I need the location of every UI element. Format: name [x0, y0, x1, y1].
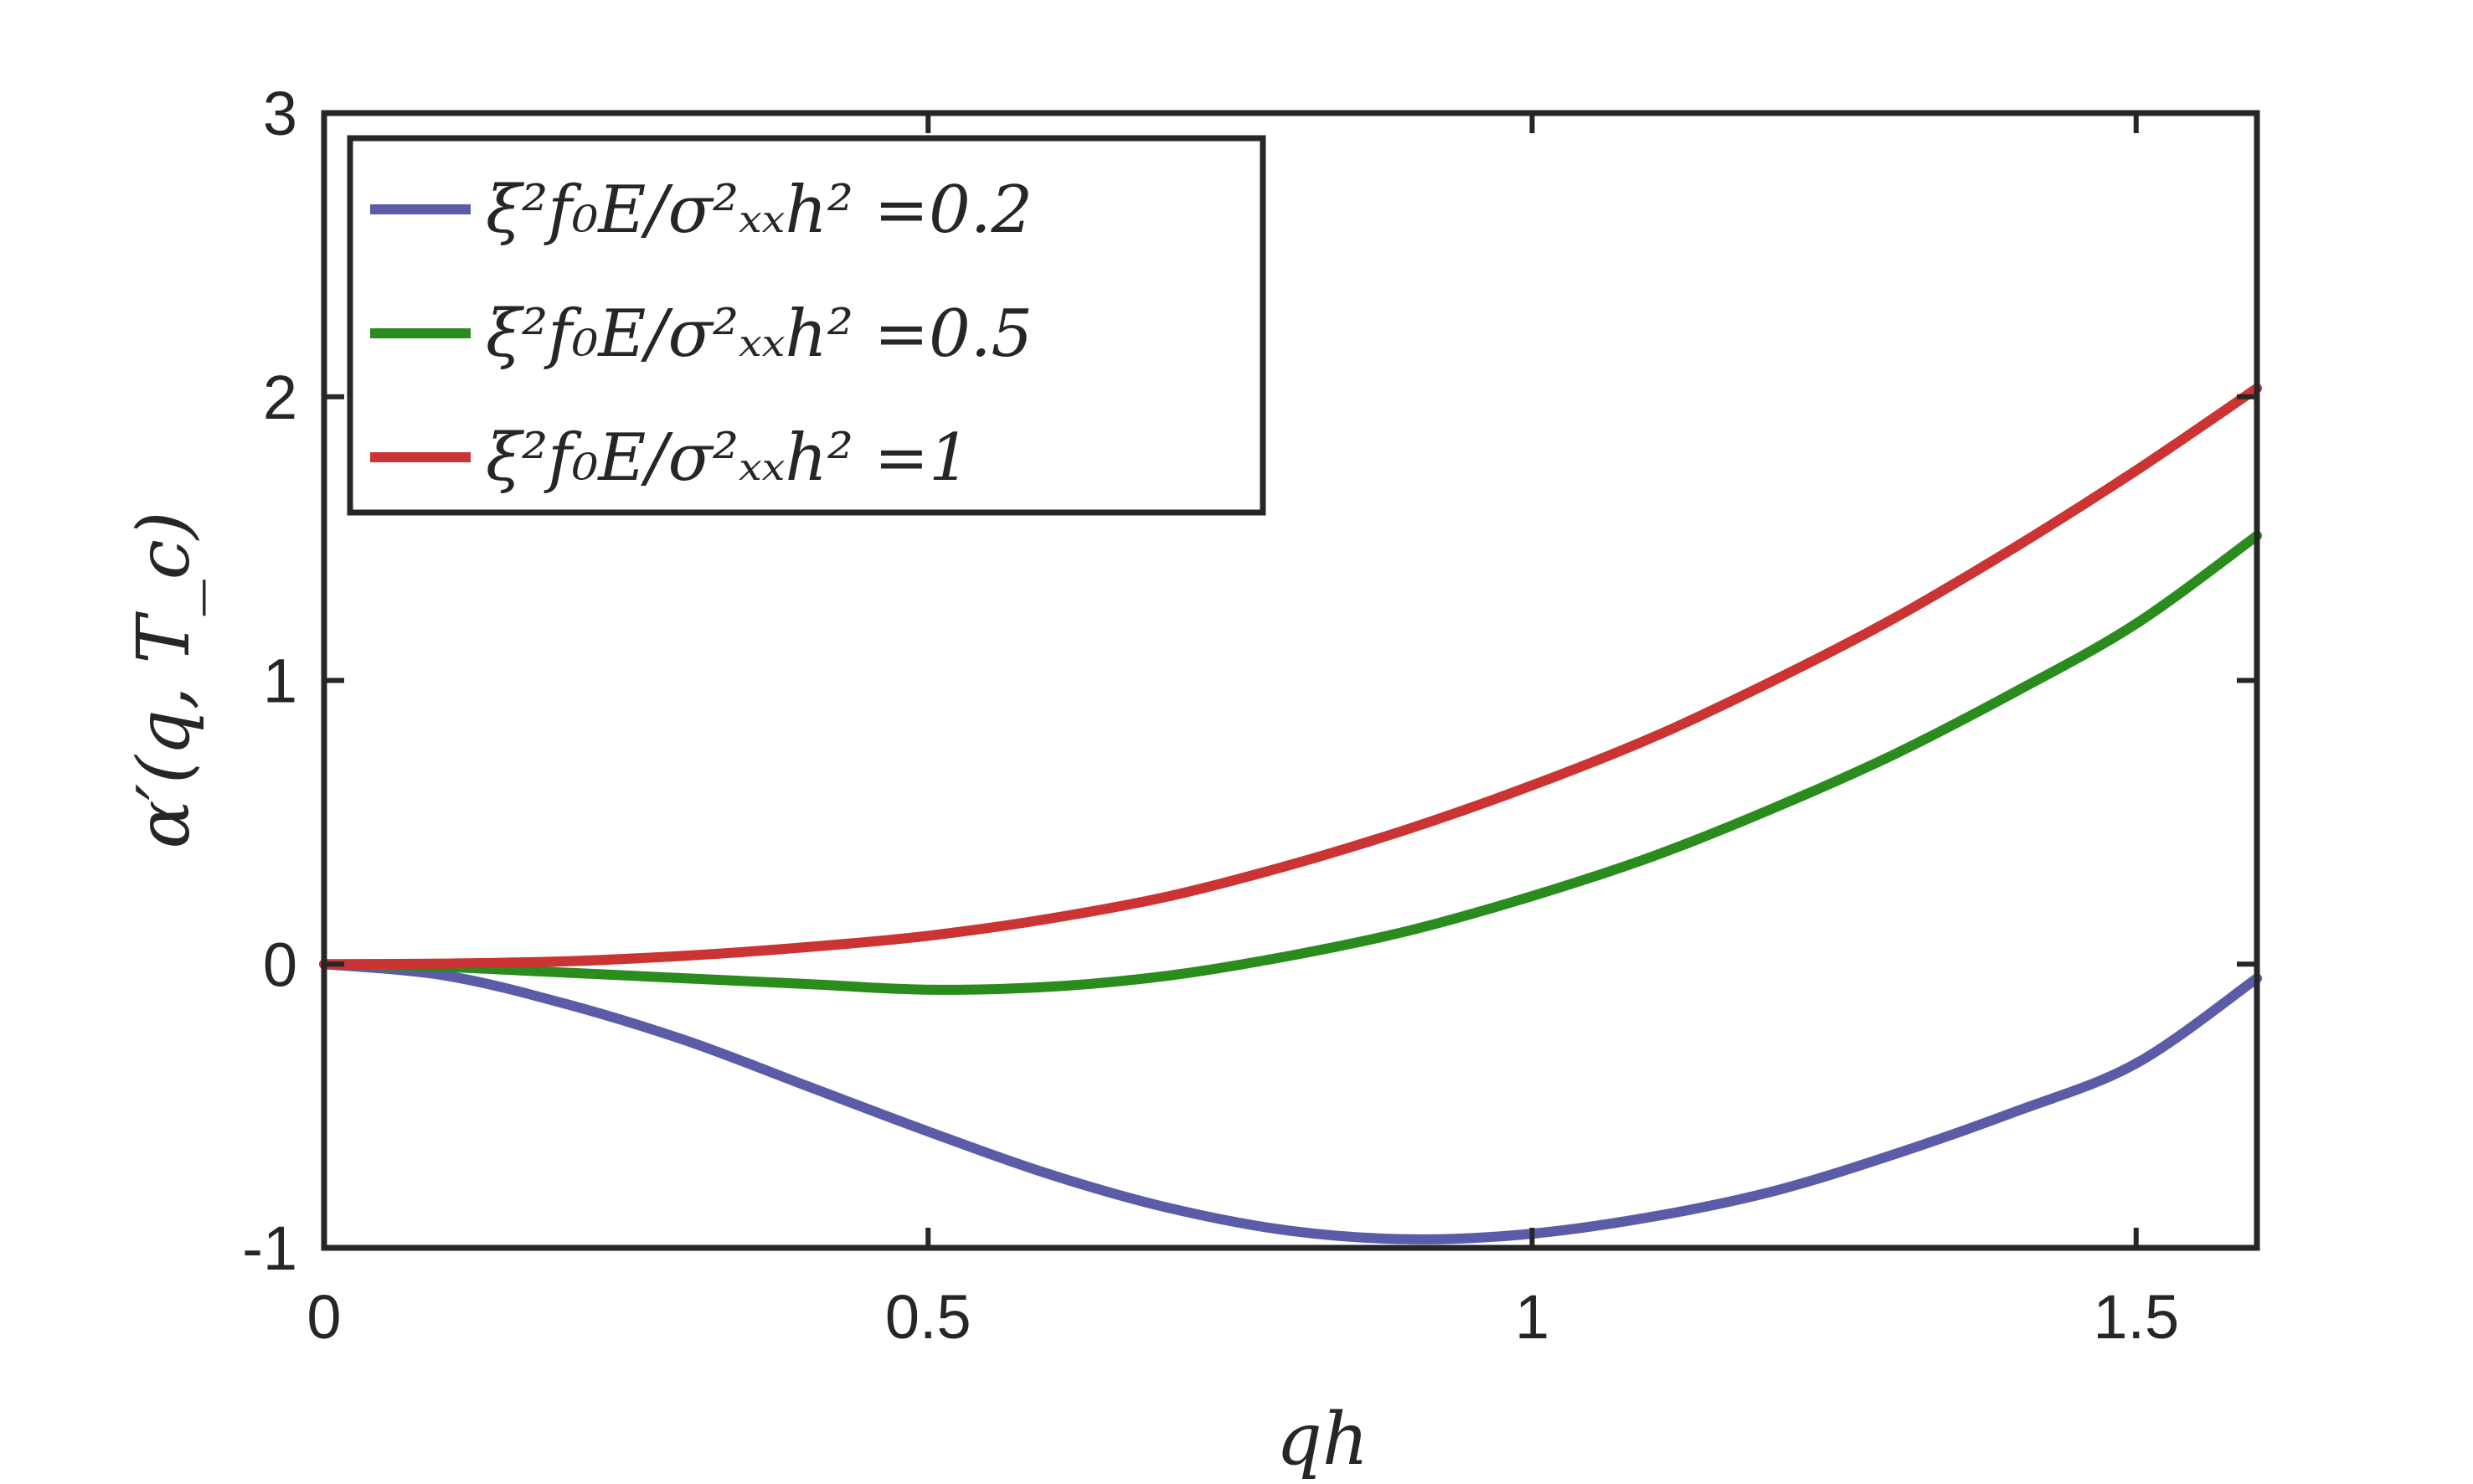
series-line-3 — [319, 383, 2262, 970]
legend: ξ²f₀E/σ²ₓₓh² =0.2 ξ²f₀E/σ²ₓₓh² =0.5 ξ²f₀E/… — [347, 135, 1266, 516]
series-line-1 — [319, 959, 2262, 1244]
y-tick-label: 1 — [263, 647, 297, 716]
y-axis-label: α′(q, T_c) — [122, 512, 206, 849]
y-tick-label: 3 — [263, 79, 297, 148]
x-tick-label: 1.5 — [2093, 1282, 2179, 1352]
plot-frame — [321, 110, 2260, 1251]
legend-label-3: ξ²f₀E/σ²ₓₓh² =1 — [486, 420, 971, 496]
x-tick-label: 0.5 — [885, 1282, 971, 1352]
series-line-2 — [319, 530, 2262, 995]
y-tick-label: 2 — [263, 363, 297, 432]
y-tick-labels: -1 0 1 2 3 — [242, 79, 297, 1283]
legend-label-1: ξ²f₀E/σ²ₓₓh² =0.2 — [486, 173, 1033, 248]
series-layer — [319, 383, 2262, 1244]
x-axis-label: qh — [1276, 1398, 1368, 1481]
x-tick-label: 1 — [1515, 1282, 1549, 1352]
x-tick-labels: 0 0.5 1 1.5 — [307, 1282, 2179, 1352]
x-tick-label: 0 — [307, 1282, 341, 1352]
legend-box — [347, 135, 1266, 516]
legend-label-2: ξ²f₀E/σ²ₓₓh² =0.5 — [486, 296, 1033, 372]
y-tick-label: -1 — [242, 1213, 297, 1283]
legend-entries: ξ²f₀E/σ²ₓₓh² =0.2 ξ²f₀E/σ²ₓₓh² =0.5 ξ²f₀E/… — [370, 173, 1033, 496]
y-tick-label: 0 — [263, 930, 297, 999]
